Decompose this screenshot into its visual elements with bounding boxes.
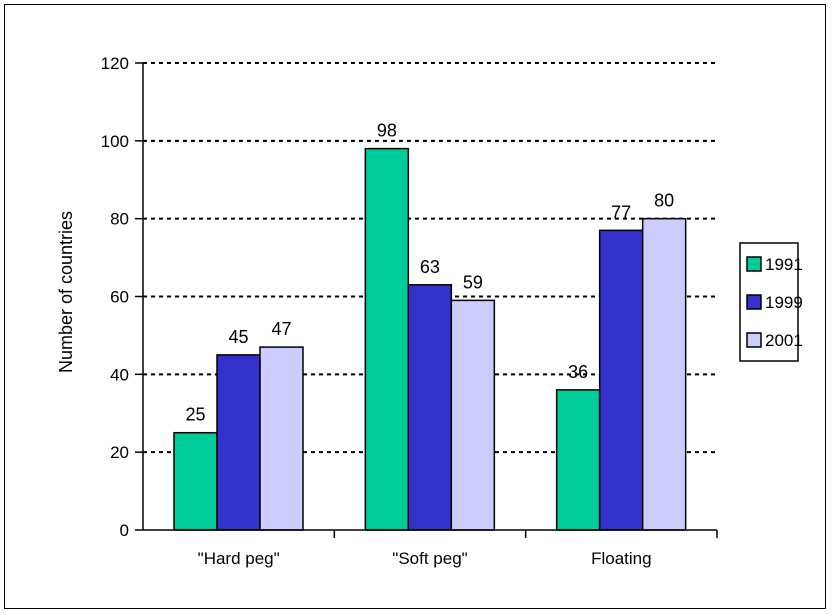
y-tick-label: 80	[110, 210, 129, 229]
bar	[407, 284, 453, 531]
bar-value-label: 77	[611, 202, 631, 222]
bar-value-label: 80	[654, 191, 674, 211]
legend-swatch	[746, 332, 762, 348]
y-axis-title: Number of countries	[56, 211, 76, 373]
legend-label: 2001	[765, 331, 803, 350]
bar	[173, 431, 218, 531]
bar	[555, 389, 601, 531]
y-tick-label: 60	[110, 288, 129, 307]
data-labels: 25 45 47 98 63 59 36 77 80	[185, 121, 674, 425]
y-tick-label: 20	[110, 443, 129, 462]
bar-value-label: 63	[420, 257, 440, 277]
legend-label: 1999	[765, 293, 803, 312]
bar-value-label: 45	[228, 327, 248, 347]
x-category-label: Floating	[591, 549, 651, 568]
legend: 1991 1999 2001	[739, 242, 803, 362]
bar	[641, 217, 687, 531]
bar	[450, 299, 496, 531]
bars	[173, 147, 687, 531]
y-tick-label: 100	[101, 132, 129, 151]
bar-value-label: 36	[568, 362, 588, 382]
x-category-label: "Hard peg"	[198, 549, 280, 568]
bar-value-label: 98	[377, 121, 397, 141]
x-category-label: "Soft peg"	[392, 549, 467, 568]
y-tick-label: 120	[101, 54, 129, 73]
y-tick-label: 40	[110, 365, 129, 384]
bar	[259, 346, 304, 531]
legend-swatch	[746, 294, 762, 310]
bar	[598, 229, 644, 531]
bar	[216, 354, 261, 531]
bar-value-label: 47	[271, 319, 291, 339]
y-tick-label: 0	[120, 521, 129, 540]
bar-value-label: 59	[463, 272, 483, 292]
legend-label: 1991	[765, 255, 803, 274]
bar	[364, 147, 410, 531]
axes: 0 20 40 60 80 100 120 "Hard peg" "Soft peg" Float…	[101, 54, 718, 568]
bar-value-label: 25	[185, 405, 205, 425]
legend-swatch	[746, 256, 762, 272]
